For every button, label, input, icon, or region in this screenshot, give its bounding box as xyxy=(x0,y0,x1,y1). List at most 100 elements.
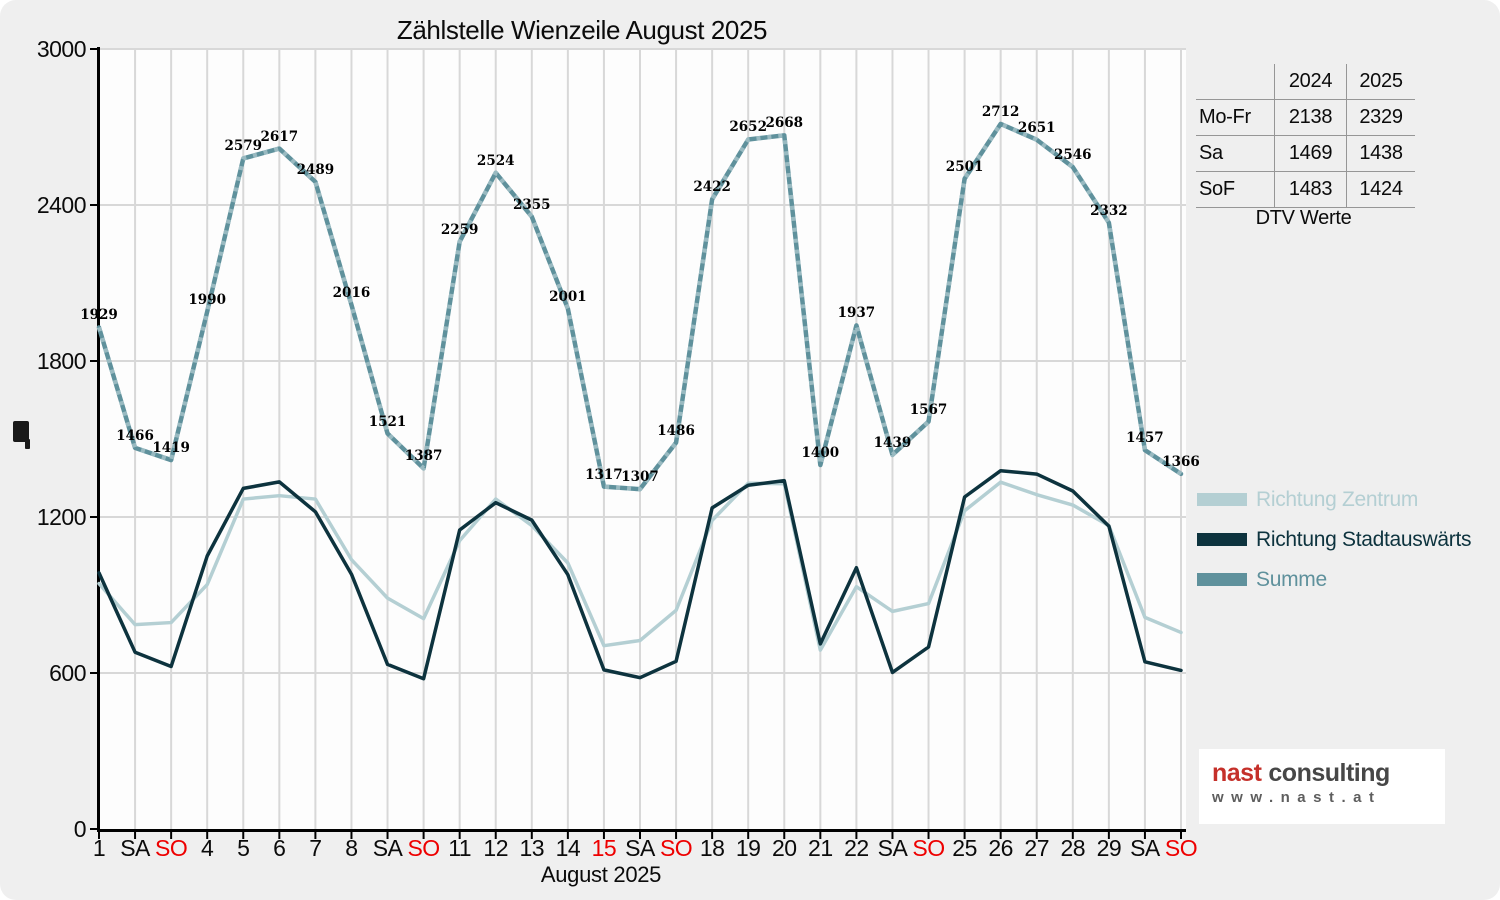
value-label-day-29: 2332 xyxy=(1090,202,1128,219)
x-tick-label-day-2: SA xyxy=(120,835,150,861)
x-tick-label-day-7: 7 xyxy=(309,835,322,861)
x-tick-label-day-10: SO xyxy=(407,835,440,861)
value-label-day-20: 2668 xyxy=(765,115,804,132)
x-tick-label-day-6: 6 xyxy=(273,835,286,861)
value-label-day-11: 2259 xyxy=(440,221,479,238)
logo-website-text: www.nast.at xyxy=(1212,789,1382,806)
logo-brand-text: nast xyxy=(1212,759,1262,787)
y-tick-label: 600 xyxy=(49,660,86,686)
value-label-day-10: 1387 xyxy=(404,448,443,465)
value-label-day-4: 1990 xyxy=(188,291,226,308)
value-label-day-6: 2617 xyxy=(260,128,299,145)
value-label-day-22: 1937 xyxy=(837,305,876,322)
x-tick-label-day-16: SA xyxy=(625,835,655,861)
series-line-richtung-stadtausw-rts xyxy=(97,468,1183,681)
x-tick-label-day-26: 26 xyxy=(988,835,1013,861)
table-row: Sa 1469 1438 xyxy=(1196,135,1415,172)
value-label-day-28: 2546 xyxy=(1054,147,1092,164)
x-tick-label-day-22: 22 xyxy=(844,835,869,861)
x-tick-label-day-20: 20 xyxy=(771,835,797,861)
value-label-day-9: 1521 xyxy=(368,413,407,430)
row-label-sof: SoF xyxy=(1196,171,1275,208)
dtv-summary-table: 2024 2025 Mo-Fr 2138 2329 Sa 1469 1438 S… xyxy=(1196,64,1415,208)
value-label-day-27: 2651 xyxy=(1017,119,1056,136)
value-label-day-21: 1400 xyxy=(801,445,840,461)
nast-consulting-logo: nast consulting www.nast.at xyxy=(1199,749,1445,824)
x-tick-label-day-11: 11 xyxy=(448,835,472,861)
x-tick-label-day-9: SA xyxy=(372,835,403,861)
x-tick-label-day-19: 19 xyxy=(735,835,761,861)
cell-mo-fr-2024: 2138 xyxy=(1274,99,1347,136)
value-label-day-5: 2579 xyxy=(224,138,263,155)
x-tick-label-day-5: 5 xyxy=(237,835,250,861)
table-row: SoF 1483 1424 xyxy=(1196,171,1415,208)
y-tick-label: 3000 xyxy=(36,36,87,62)
table-caption: DTV Werte xyxy=(1255,207,1352,229)
table-header-row: 2024 2025 xyxy=(1196,64,1415,100)
cell-sa-2024: 1469 xyxy=(1274,135,1347,172)
legend-label-stadtauswaerts: Richtung Stadtauswärts xyxy=(1256,527,1472,551)
cell-sof-2025: 1424 xyxy=(1346,171,1415,208)
x-tick-label-day-23: SA xyxy=(877,835,908,861)
value-label-day-31: 1366 xyxy=(1162,453,1200,470)
x-tick-label-day-1: 1 xyxy=(92,835,106,861)
x-tick-label-day-12: 12 xyxy=(483,835,509,861)
chart-legend: Richtung Zentrum Richtung Stadtauswärts … xyxy=(1197,488,1471,613)
value-label-day-12: 2524 xyxy=(476,152,515,169)
value-label-day-17: 1486 xyxy=(657,422,695,439)
value-label-day-15: 1317 xyxy=(585,466,623,483)
value-label-day-3: 1419 xyxy=(152,440,190,457)
value-label-day-26: 2712 xyxy=(981,103,1020,120)
x-tick-label-day-31: SO xyxy=(1164,835,1198,861)
y-tick-label: 1200 xyxy=(36,504,87,530)
cell-sa-2025: 1438 xyxy=(1346,135,1415,172)
legend-item-summe: Summe xyxy=(1197,568,1471,591)
x-axis-title: August 2025 xyxy=(540,862,662,887)
value-label-day-30: 1457 xyxy=(1126,430,1164,447)
x-tick-label-day-8: 8 xyxy=(345,835,358,861)
legend-label-summe: Summe xyxy=(1256,567,1327,591)
y-tick-label: 0 xyxy=(73,816,87,842)
x-tick-label-day-13: 13 xyxy=(519,835,545,861)
value-label-day-18: 2422 xyxy=(693,179,731,196)
value-label-day-23: 1439 xyxy=(873,434,912,451)
table-corner-cell xyxy=(1196,64,1275,100)
table-row: Mo-Fr 2138 2329 xyxy=(1196,99,1415,136)
value-label-day-25: 2501 xyxy=(945,158,984,175)
x-tick-label-day-3: SO xyxy=(155,835,188,861)
x-tick-label-day-18: 18 xyxy=(699,835,725,861)
x-tick-label-day-15: 15 xyxy=(591,835,617,861)
value-label-day-7: 2489 xyxy=(296,161,335,178)
x-tick-label-day-28: 28 xyxy=(1060,835,1086,861)
x-tick-label-day-24: SO xyxy=(912,835,945,861)
value-label-day-13: 2355 xyxy=(513,196,551,213)
value-label-day-1: 1929 xyxy=(80,307,118,324)
value-label-day-14: 2001 xyxy=(549,288,587,305)
x-tick-label-day-29: 29 xyxy=(1096,835,1122,861)
legend-label-zentrum: Richtung Zentrum xyxy=(1256,487,1419,511)
value-label-day-8: 2016 xyxy=(332,284,371,301)
x-tick-label-day-17: SO xyxy=(659,835,693,861)
value-label-day-19: 2652 xyxy=(729,119,767,136)
y-tick-label: 1800 xyxy=(36,348,87,374)
x-tick-label-day-14: 14 xyxy=(555,835,581,861)
y-axis-label-glyph xyxy=(13,419,33,451)
legend-item-stadtauswaerts: Richtung Stadtauswärts xyxy=(1197,528,1471,551)
x-tick-label-day-21: 21 xyxy=(808,835,833,861)
row-label-mo-fr: Mo-Fr xyxy=(1196,99,1275,136)
value-label-day-16: 1307 xyxy=(621,469,659,486)
y-tick-label: 2400 xyxy=(36,192,87,218)
legend-item-zentrum: Richtung Zentrum xyxy=(1197,488,1471,511)
table-header-2024: 2024 xyxy=(1274,64,1347,100)
x-tick-label-day-30: SA xyxy=(1130,835,1160,861)
x-tick-label-day-27: 27 xyxy=(1024,835,1050,861)
table-header-2025: 2025 xyxy=(1346,64,1415,100)
chart-title: Zählstelle Wienzeile August 2025 xyxy=(396,15,768,45)
logo-wordmark: nast consulting xyxy=(1212,760,1445,786)
x-tick-label-day-4: 4 xyxy=(201,835,214,861)
logo-suffix-text: consulting xyxy=(1268,759,1390,787)
row-label-sa: Sa xyxy=(1196,135,1275,172)
legend-swatch-zentrum xyxy=(1197,493,1247,506)
legend-swatch-stadtauswaerts xyxy=(1197,533,1247,546)
